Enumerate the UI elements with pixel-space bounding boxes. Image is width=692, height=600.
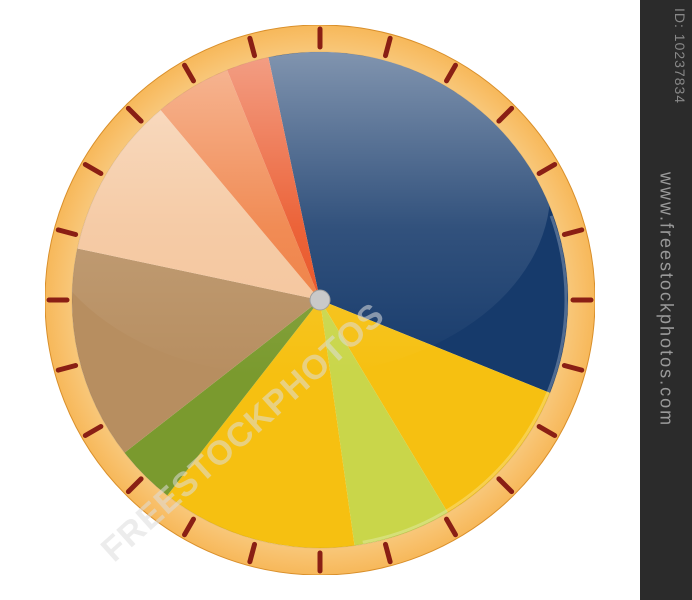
watermark-id: ID: 10237834: [672, 8, 688, 104]
pie-chart: [45, 25, 595, 575]
canvas: FREESTOCKPHOTOS www.freestockphotos.com …: [0, 0, 692, 600]
watermark-strip-text: www.freestockphotos.com: [656, 172, 677, 427]
